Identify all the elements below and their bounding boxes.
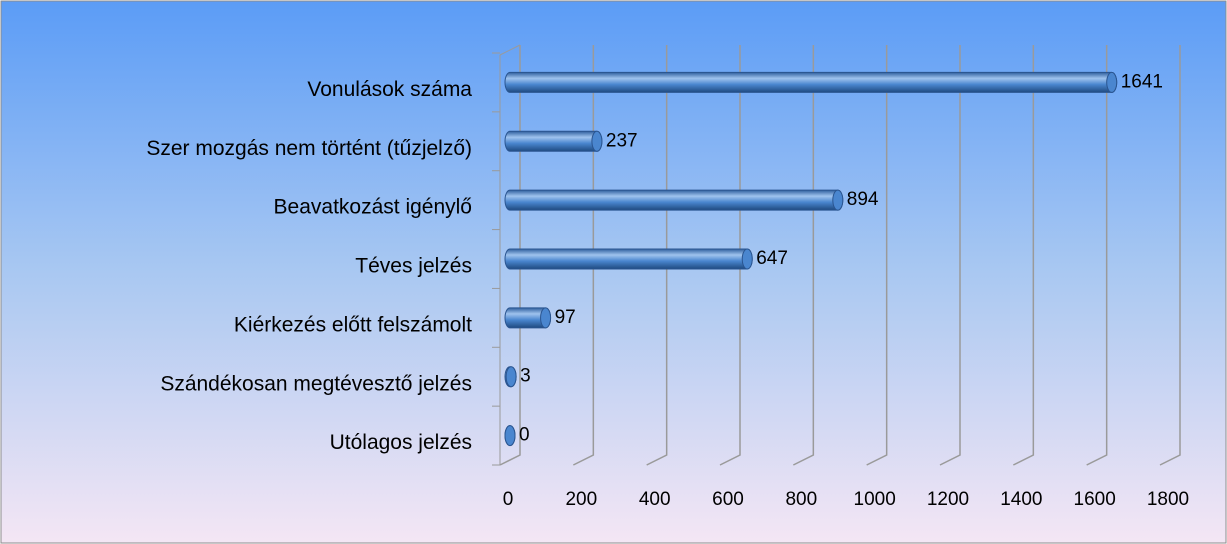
bar xyxy=(504,189,844,211)
value-label: 647 xyxy=(756,248,788,269)
bar-cap xyxy=(504,425,516,447)
y-tick-label: Szer mozgás nem történt (tűzjelző) xyxy=(146,137,472,160)
x-tick-label: 400 xyxy=(639,489,671,510)
bar-cap xyxy=(1106,71,1118,93)
x-tick-label: 1600 xyxy=(1074,489,1116,510)
x-tick-label: 600 xyxy=(712,489,744,510)
bar-cap xyxy=(540,307,552,329)
grid-line xyxy=(1086,45,1108,466)
bar-cap xyxy=(741,248,753,270)
grid-line xyxy=(792,45,815,466)
grid-line xyxy=(499,45,521,466)
x-tick-label: 1200 xyxy=(927,489,969,510)
y-tick-label: Kiérkezés előtt felszámolt xyxy=(234,313,472,336)
grid-line xyxy=(572,45,595,466)
y-tick-label: Vonulások száma xyxy=(307,78,472,101)
bar xyxy=(504,130,603,152)
bar-cap xyxy=(505,366,517,388)
grid-line xyxy=(719,45,741,466)
value-label: 894 xyxy=(847,189,879,210)
y-tick-label: Beavatkozást igénylő xyxy=(274,196,472,219)
x-tick-label: 800 xyxy=(785,489,817,510)
bar xyxy=(504,248,753,270)
value-label: 1641 xyxy=(1121,71,1163,92)
grid-line xyxy=(1159,45,1181,466)
value-label: 0 xyxy=(519,425,530,446)
x-tick-label: 1800 xyxy=(1147,489,1189,510)
y-tick-label: Szándékosan megtévesztő jelzés xyxy=(160,372,472,395)
x-tick-label: 1000 xyxy=(854,489,896,510)
grid-line xyxy=(939,45,961,466)
bar xyxy=(504,71,1118,93)
y-tick-label: Utólagos jelzés xyxy=(330,431,472,454)
x-tick-label: 200 xyxy=(565,489,597,510)
x-tick-label: 0 xyxy=(503,489,514,510)
axis-corner xyxy=(499,44,521,56)
x-tick-label: 1400 xyxy=(1000,489,1042,510)
bar-cap xyxy=(832,189,844,211)
value-label: 97 xyxy=(555,307,576,328)
bar-cap xyxy=(591,130,603,152)
grid-line xyxy=(1012,45,1035,466)
value-label: 3 xyxy=(520,366,531,387)
grid-line xyxy=(866,45,888,466)
value-label: 237 xyxy=(606,130,638,151)
y-tick-label: Téves jelzés xyxy=(355,255,472,278)
grid-line xyxy=(646,45,668,466)
